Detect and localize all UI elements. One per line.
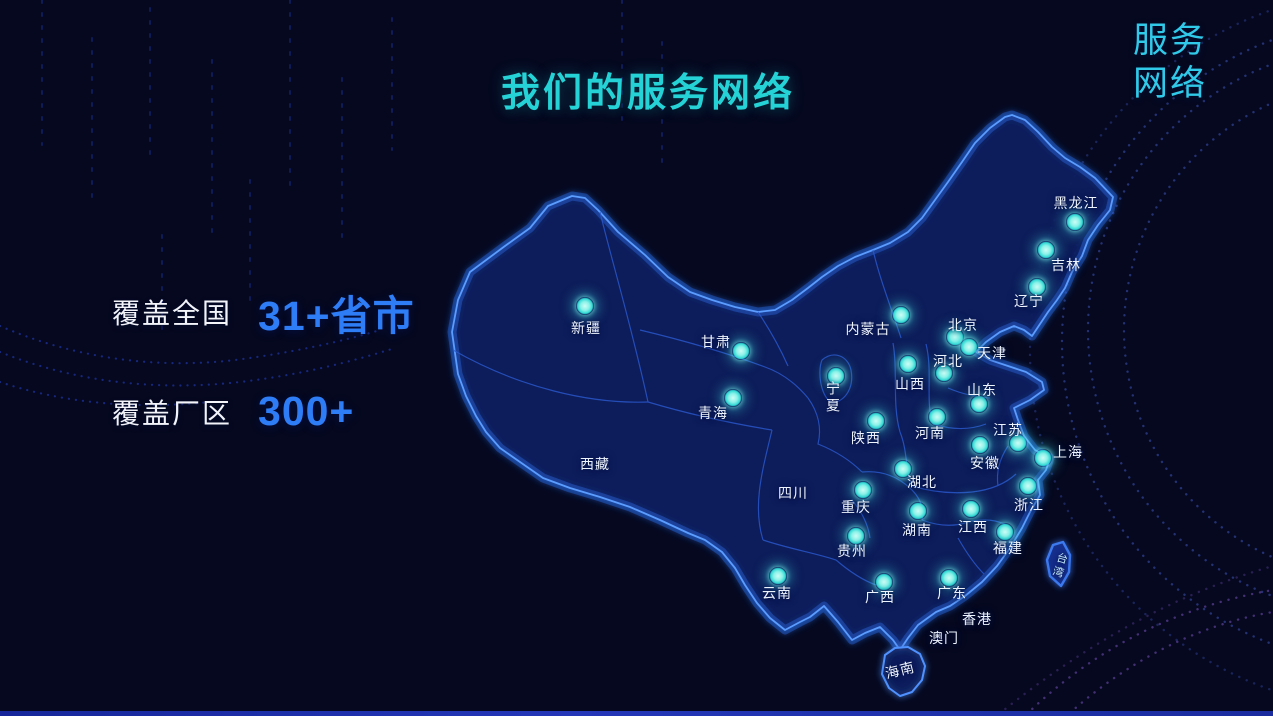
bottom-accent-bar: [0, 711, 1273, 716]
corner-tag: 服务 网络: [1133, 20, 1207, 105]
province-label: 湖北: [907, 474, 937, 490]
province-label: 海南: [883, 658, 917, 682]
province-label: 福建: [993, 540, 1023, 556]
province-dot: [960, 338, 978, 356]
corner-tag-line1: 服务: [1133, 21, 1208, 60]
province-dot: [1028, 278, 1046, 296]
province-label: 河南: [915, 425, 945, 441]
province-label: 安徽: [970, 455, 1000, 471]
province-label: 云南: [762, 585, 792, 601]
province-dot: [1066, 213, 1084, 231]
province-label: 山东: [967, 382, 997, 398]
stat-row-provinces: 覆盖全国 31+省市: [112, 282, 415, 342]
province-dot: [1019, 477, 1037, 495]
province-dot: [970, 395, 988, 413]
mainland-outline: [447, 110, 1118, 655]
province-dot: [894, 460, 912, 478]
dotted-wave-left: [0, 324, 397, 407]
digital-rain: [41, 0, 663, 331]
province-label: 广西: [865, 589, 895, 605]
province-label: 黑龙江: [1053, 195, 1099, 211]
province-label: 新疆: [571, 320, 601, 336]
province-dot: [962, 500, 980, 518]
province-dot: [769, 567, 787, 585]
province-label: 上海: [1053, 444, 1083, 460]
stat-label-factories: 覆盖厂区: [112, 397, 233, 429]
hainan-island: [881, 646, 926, 697]
province-label: 台湾: [1049, 550, 1069, 582]
taiwan-island: [1045, 540, 1072, 588]
corner-tag-line2: 网络: [1133, 63, 1208, 103]
province-label: 重庆: [841, 499, 871, 515]
province-dot: [847, 527, 865, 545]
province-label: 四川: [778, 485, 808, 501]
province-dot: [928, 408, 946, 426]
province-label: 江苏: [993, 422, 1023, 438]
province-dot: [996, 523, 1014, 541]
province-label: 陕西: [851, 430, 881, 446]
province-dot: [946, 328, 964, 346]
province-label: 浙江: [1014, 497, 1044, 513]
province-label: 江西: [958, 519, 988, 535]
province-dot: [732, 342, 750, 360]
province-dot: [1009, 434, 1027, 452]
province-dot: [935, 364, 953, 382]
province-dot: [827, 367, 845, 385]
stat-value-factories: 300+: [258, 388, 355, 434]
province-dot: [1037, 241, 1055, 259]
province-label: 天津: [977, 345, 1007, 361]
province-dot: [867, 412, 885, 430]
province-label: 贵州: [837, 543, 867, 559]
province-label: 宁夏: [825, 381, 841, 415]
province-dot: [940, 569, 958, 587]
province-label: 澳门: [929, 630, 959, 646]
province-dot: [899, 355, 917, 373]
province-dot: [892, 306, 910, 324]
province-label: 辽宁: [1014, 293, 1044, 309]
province-label: 西藏: [580, 456, 610, 472]
province-label: 青海: [698, 405, 728, 421]
dotted-arc-right: [1028, 8, 1273, 692]
province-dot: [854, 481, 872, 499]
province-dot: [909, 502, 927, 520]
province-dot: [875, 573, 893, 591]
province-label: 广东: [937, 585, 967, 601]
stat-value-provinces: 31+省市: [258, 293, 415, 339]
province-label: 山西: [895, 376, 925, 392]
stat-label-provinces: 覆盖全国: [112, 298, 233, 329]
province-label: 北京: [948, 317, 978, 333]
coverage-stats: 覆盖全国 31+省市 覆盖厂区 300+: [112, 282, 415, 435]
province-dot: [971, 436, 989, 454]
province-label: 甘肃: [701, 334, 731, 350]
province-label: 内蒙古: [845, 321, 891, 337]
province-dot: [576, 297, 594, 315]
province-label: 香港: [962, 611, 992, 627]
dotted-arc-bottom-right: [994, 564, 1273, 716]
province-label: 湖南: [902, 522, 932, 538]
province-label: 河北: [933, 353, 963, 369]
province-dot: [1034, 449, 1052, 467]
stat-row-factories: 覆盖厂区 300+: [112, 388, 415, 435]
province-borders: [452, 211, 1017, 586]
page-title: 我们的服务网络: [500, 72, 796, 115]
province-dot: [724, 389, 742, 407]
province-label: 吉林: [1051, 257, 1081, 273]
